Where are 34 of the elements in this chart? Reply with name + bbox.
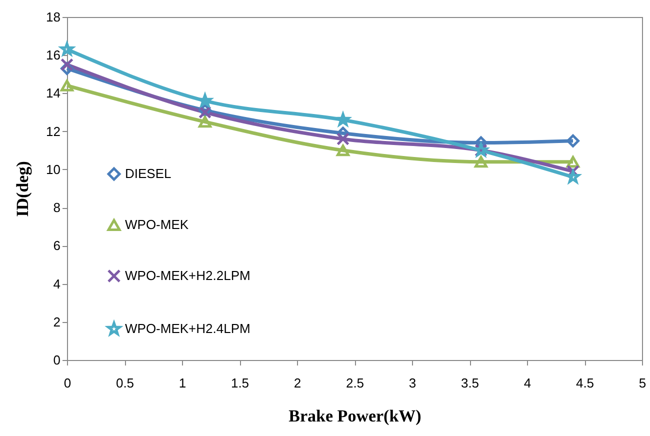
y-tick-label: 2	[53, 314, 60, 330]
y-tick-label: 12	[46, 124, 60, 139]
x-tick-label: 1	[178, 376, 186, 390]
point	[198, 116, 212, 128]
legend-label: WPO-MEK	[125, 217, 189, 232]
y-tick-label: 16	[46, 48, 60, 63]
x-axis-title: Brake Power(kW)	[288, 406, 422, 426]
point	[566, 134, 580, 148]
y-tick-label: 0	[53, 352, 60, 368]
point	[474, 156, 488, 168]
x-tick-label: 5	[638, 376, 646, 390]
y-tick-label: 4	[53, 276, 60, 292]
legend-label: WPO-MEK+H2.2LPM	[125, 268, 250, 283]
x-tick-label: 3	[408, 376, 416, 390]
x-tick-label: 2.5	[346, 376, 364, 390]
x-tick-label: 4.5	[576, 376, 594, 390]
legend-label: WPO-MEK+H2.4LPM	[125, 321, 250, 336]
x-tick-label: 0.5	[116, 376, 134, 390]
x-tick-label: 1.5	[230, 376, 250, 390]
y-tick-label: 14	[46, 86, 60, 101]
legend-label: DIESEL	[125, 166, 172, 181]
y-axis-title: ID(deg)	[13, 161, 32, 217]
x-tick-label: 3.5	[460, 376, 480, 390]
x-tick-label: 4	[524, 376, 532, 390]
y-tick-label: 18	[46, 10, 60, 24]
y-tick-label: 10	[46, 162, 60, 177]
point	[336, 132, 350, 146]
x-tick-label: 0	[64, 376, 72, 390]
point	[60, 58, 74, 72]
y-tick-label: 8	[53, 200, 60, 216]
y-tick-label: 6	[53, 238, 60, 254]
point	[336, 144, 350, 156]
point	[60, 80, 74, 92]
x-tick-label: 2	[294, 376, 302, 390]
